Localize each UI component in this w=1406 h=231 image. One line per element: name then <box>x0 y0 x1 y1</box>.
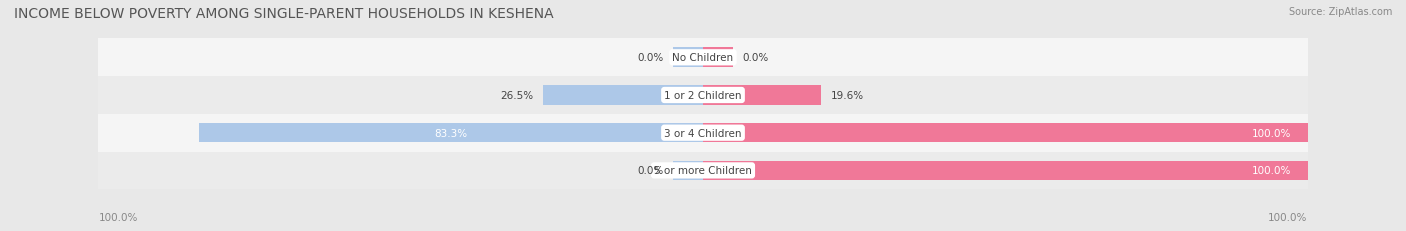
Bar <box>98 77 1308 114</box>
Text: 19.6%: 19.6% <box>831 91 863 100</box>
Text: 1 or 2 Children: 1 or 2 Children <box>664 91 742 100</box>
Bar <box>98 114 1308 152</box>
Text: 3 or 4 Children: 3 or 4 Children <box>664 128 742 138</box>
Text: Source: ZipAtlas.com: Source: ZipAtlas.com <box>1288 7 1392 17</box>
Bar <box>672 161 703 180</box>
Text: 0.0%: 0.0% <box>637 166 664 176</box>
Text: 100.0%: 100.0% <box>1251 128 1291 138</box>
Text: 100.0%: 100.0% <box>98 212 138 222</box>
Text: 0.0%: 0.0% <box>742 53 769 63</box>
Text: 0.0%: 0.0% <box>637 53 664 63</box>
Bar <box>543 86 703 105</box>
Bar <box>703 123 1308 143</box>
Text: 100.0%: 100.0% <box>1268 212 1308 222</box>
Bar <box>672 48 703 68</box>
Bar <box>98 39 1308 77</box>
Bar <box>703 48 734 68</box>
Bar <box>200 123 703 143</box>
Text: 100.0%: 100.0% <box>1251 166 1291 176</box>
Text: No Children: No Children <box>672 53 734 63</box>
Bar <box>703 86 821 105</box>
Text: 5 or more Children: 5 or more Children <box>654 166 752 176</box>
Bar <box>703 161 1308 180</box>
Bar <box>98 152 1308 189</box>
Text: 26.5%: 26.5% <box>501 91 534 100</box>
Text: INCOME BELOW POVERTY AMONG SINGLE-PARENT HOUSEHOLDS IN KESHENA: INCOME BELOW POVERTY AMONG SINGLE-PARENT… <box>14 7 554 21</box>
Text: 83.3%: 83.3% <box>434 128 468 138</box>
